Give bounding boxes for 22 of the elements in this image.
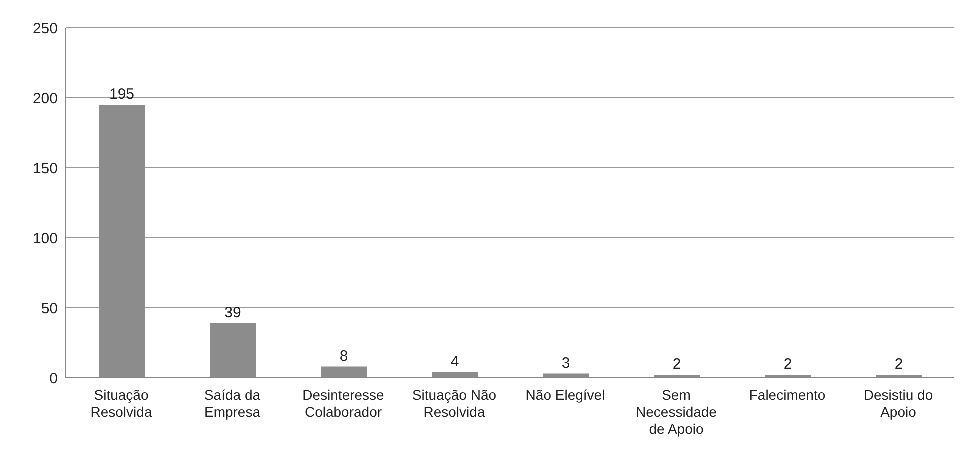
x-tick-label: Situação Resolvida <box>90 387 152 420</box>
data-label: 3 <box>562 354 570 372</box>
data-label: 39 <box>224 304 242 322</box>
y-tick-label: 150 <box>32 160 58 178</box>
data-label: 8 <box>340 348 348 365</box>
x-tick-label: Desinteresse Colaborador <box>302 387 385 420</box>
data-label: 2 <box>894 356 904 374</box>
y-tick-label: 0 <box>50 370 58 388</box>
x-tick-label: Desistiu do Apoio <box>864 387 934 420</box>
y-tick-label: 250 <box>32 20 58 38</box>
data-label: 4 <box>450 353 460 370</box>
data-label: 2 <box>672 356 682 374</box>
y-tick-label: 200 <box>32 90 58 108</box>
y-tick-label: 50 <box>41 300 58 318</box>
x-tick-label: Falecimento <box>749 387 826 403</box>
x-tick-label: Saída da Empresa <box>204 387 261 420</box>
x-tick-label: Sem Necessidade de Apoio <box>636 387 718 437</box>
y-tick-label: 100 <box>32 230 58 248</box>
x-tick-label: Não Elegível <box>526 387 606 403</box>
data-label: 195 <box>109 86 135 103</box>
data-label: 2 <box>784 356 792 374</box>
x-tick-label: Situação Não Resolvida <box>412 387 497 420</box>
